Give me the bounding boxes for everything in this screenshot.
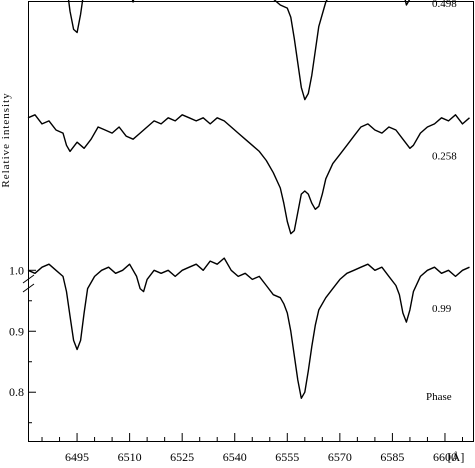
x-tick-label: 6555	[275, 450, 299, 464]
y-tick-label: 0.9	[9, 324, 24, 338]
x-tick-label: 6540	[223, 450, 247, 464]
phase-label-3: 0.99	[432, 303, 452, 315]
spectrum-line-phase-2	[27, 114, 470, 235]
y-axis-ticks: 1.0 0.9 0.8	[9, 263, 36, 424]
axis-break-mark	[22, 274, 35, 293]
phase-label-1: 0.498	[432, 0, 457, 10]
phase-label-2: 0.258	[432, 150, 457, 162]
legend-title-phase: Phase	[426, 391, 452, 403]
spectra-series	[27, 0, 470, 399]
spectrum-line-phase-1	[67, 0, 411, 101]
y-axis-title: Relative intensity	[0, 92, 12, 187]
y-tick-label: 0.8	[9, 385, 24, 399]
x-tick-label: 6585	[380, 450, 404, 464]
y-tick-label: 1.0	[9, 263, 24, 277]
x-tick-label: 6495	[65, 450, 89, 464]
x-tick-label: 6600	[433, 450, 457, 464]
x-axis-unit-label: [Å]	[448, 450, 465, 464]
x-tick-label: 6570	[328, 450, 352, 464]
x-axis-ticks: 6495 6510 6525 6540 6555 6570 6585 6600	[41, 433, 463, 464]
x-tick-label: 6510	[118, 450, 142, 464]
spectrum-line-phase-3	[27, 257, 470, 399]
x-tick-label: 6525	[170, 450, 194, 464]
plot-frame	[28, 1, 474, 442]
